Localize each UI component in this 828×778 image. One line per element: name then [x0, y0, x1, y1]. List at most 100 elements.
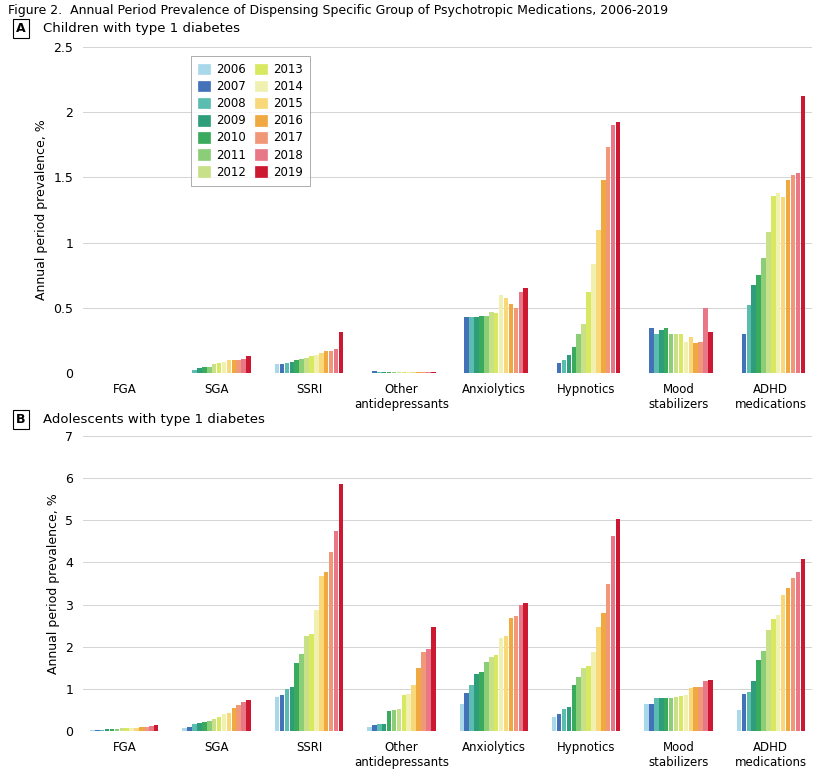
Bar — [314, 610, 318, 731]
Bar — [556, 363, 561, 373]
Bar — [90, 730, 94, 731]
Bar — [765, 233, 770, 373]
Bar — [139, 727, 143, 731]
Bar — [124, 728, 129, 731]
Bar — [580, 668, 585, 731]
Text: B: B — [16, 413, 26, 426]
Bar — [392, 710, 396, 731]
Bar — [780, 595, 784, 731]
Bar — [212, 719, 216, 731]
Bar — [484, 661, 488, 731]
Bar — [192, 370, 196, 373]
Bar — [678, 696, 682, 731]
Bar — [396, 372, 401, 373]
Bar — [658, 698, 662, 731]
Bar — [688, 688, 692, 731]
Bar — [339, 484, 343, 731]
Bar — [760, 258, 765, 373]
Bar — [479, 672, 484, 731]
Bar — [289, 687, 294, 731]
Bar — [755, 660, 760, 731]
Bar — [697, 342, 702, 373]
Bar — [109, 729, 114, 731]
Bar — [304, 636, 309, 731]
Bar — [479, 316, 484, 373]
Bar — [319, 576, 323, 731]
Bar — [202, 367, 206, 373]
Bar — [284, 363, 289, 373]
Bar — [760, 651, 765, 731]
Bar — [800, 559, 804, 731]
Bar — [221, 362, 226, 373]
Bar — [615, 519, 619, 731]
Bar — [707, 331, 712, 373]
Bar — [741, 335, 745, 373]
Bar — [755, 275, 760, 373]
Bar — [406, 372, 411, 373]
Bar — [426, 372, 430, 373]
Bar — [469, 685, 474, 731]
Bar — [780, 197, 784, 373]
Bar — [396, 710, 401, 731]
Bar — [653, 335, 658, 373]
Bar — [421, 652, 426, 731]
Bar — [459, 704, 464, 731]
Bar — [129, 728, 134, 731]
Bar — [750, 682, 755, 731]
Bar — [231, 360, 236, 373]
Bar — [339, 331, 343, 373]
Bar — [314, 355, 318, 373]
Bar — [387, 372, 391, 373]
Bar — [770, 196, 775, 373]
Bar — [790, 175, 794, 373]
Bar — [134, 727, 138, 731]
Bar — [600, 180, 604, 373]
Bar — [508, 619, 513, 731]
Bar — [309, 634, 313, 731]
Bar — [426, 649, 430, 731]
Bar — [653, 699, 658, 731]
Bar — [561, 360, 566, 373]
Bar — [775, 615, 779, 731]
Bar — [503, 298, 508, 373]
Text: Adolescents with type 1 diabetes: Adolescents with type 1 diabetes — [43, 413, 264, 426]
Bar — [401, 696, 406, 731]
Bar — [416, 372, 421, 373]
Bar — [765, 630, 770, 731]
Bar — [770, 619, 775, 731]
Bar — [202, 722, 206, 731]
Bar — [522, 289, 527, 373]
Bar — [324, 351, 328, 373]
Bar — [745, 692, 750, 731]
Bar — [489, 657, 493, 731]
Bar — [289, 362, 294, 373]
Bar — [561, 710, 566, 731]
Bar — [114, 729, 119, 731]
Bar — [294, 663, 299, 731]
Bar — [668, 698, 672, 731]
Bar — [411, 685, 416, 731]
Bar — [104, 729, 109, 731]
Bar — [484, 316, 488, 373]
Bar — [221, 714, 226, 731]
Bar — [610, 536, 614, 731]
Bar — [309, 356, 313, 373]
Bar — [668, 335, 672, 373]
Bar — [304, 358, 309, 373]
Bar — [329, 552, 333, 731]
Bar — [231, 708, 236, 731]
Bar — [570, 685, 575, 731]
Bar — [294, 360, 299, 373]
Bar — [197, 723, 201, 731]
Bar — [464, 317, 469, 373]
Bar — [324, 572, 328, 731]
Bar — [382, 372, 386, 373]
Bar — [513, 308, 518, 373]
Bar — [406, 694, 411, 731]
Bar — [570, 347, 575, 373]
Bar — [745, 306, 750, 373]
Bar — [299, 359, 304, 373]
Bar — [575, 678, 580, 731]
Bar — [688, 337, 692, 373]
Bar — [648, 704, 653, 731]
